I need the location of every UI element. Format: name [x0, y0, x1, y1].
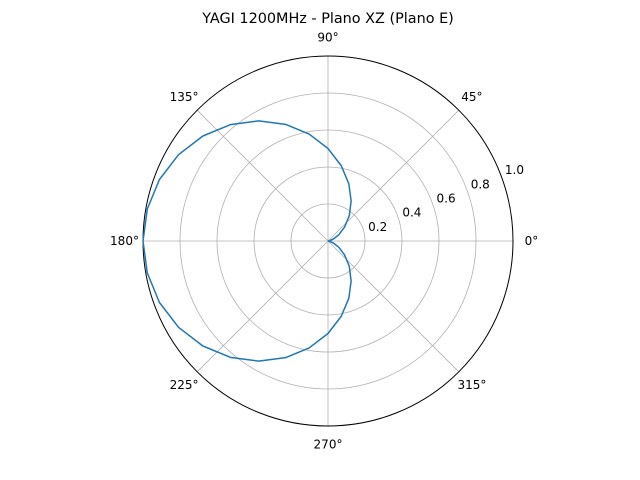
- series-layer: [142, 120, 352, 362]
- radial-tick-label: 0.2: [368, 220, 387, 234]
- radial-tick-label: 0.4: [402, 206, 421, 220]
- radial-gridline: [253, 166, 403, 316]
- angle-tick-label: 135°: [170, 90, 199, 104]
- radial-tick-label: 0.6: [437, 192, 456, 206]
- angle-tick-label: 45°: [461, 90, 482, 104]
- angle-tick-label: 0°: [525, 234, 539, 248]
- tick-labels: 0° 45° 90° 135° 180° 225° 270° 315° 0.2 0.4 0.6 0.8…: [110, 31, 538, 452]
- angle-tick-label: 180°: [110, 234, 139, 248]
- angle-gridline: [196, 240, 329, 373]
- chart-title: YAGI 1200MHz - Plano XZ (Plano E): [201, 11, 454, 27]
- series-line: [142, 120, 352, 362]
- angle-tick-label: 315°: [457, 378, 486, 392]
- radial-tick-label: 1.0: [505, 163, 524, 177]
- angle-gridline: [327, 109, 460, 242]
- radial-gridline: [216, 129, 440, 353]
- angle-tick-label: 90°: [317, 31, 338, 45]
- angle-gridline: [196, 109, 329, 242]
- radial-tick-label: 0.8: [471, 177, 490, 191]
- angle-tick-label: 270°: [314, 438, 343, 452]
- radial-gridline: [290, 203, 366, 279]
- radial-gridline: [179, 92, 477, 390]
- angle-gridline: [327, 240, 460, 373]
- angle-tick-label: 225°: [170, 378, 199, 392]
